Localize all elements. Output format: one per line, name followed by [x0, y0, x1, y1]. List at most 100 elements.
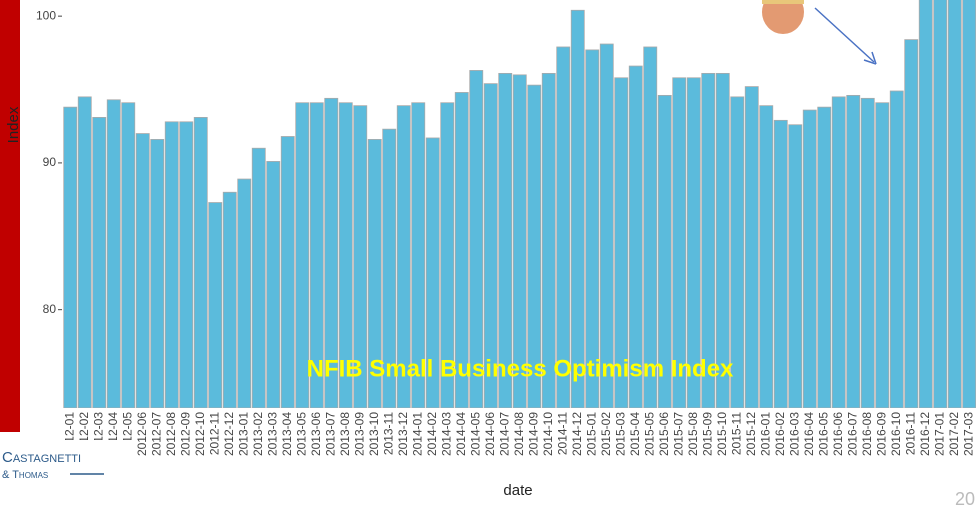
bar	[773, 119, 788, 408]
bar	[208, 202, 223, 408]
bar	[266, 161, 281, 408]
x-tick-label: 2013-02	[251, 412, 265, 456]
bar	[585, 49, 600, 408]
x-tick-label: 2013-04	[280, 412, 294, 456]
bar	[860, 97, 875, 408]
x-tick-label: 2012-06	[135, 412, 149, 456]
x-tick-label: 2012-07	[149, 412, 163, 456]
bar	[875, 102, 890, 408]
overlay-title: NFIB Small Business Optimism Index	[307, 355, 734, 382]
x-tick-label: 2017-03	[961, 412, 975, 456]
bar	[353, 105, 368, 408]
x-tick-label: 2014-01	[410, 412, 424, 456]
bar	[179, 121, 194, 408]
bar	[512, 74, 527, 408]
bar	[672, 77, 687, 408]
x-tick-label: 2012-09	[178, 412, 192, 456]
bar	[889, 90, 904, 408]
x-tick-label: 2016-03	[787, 412, 801, 456]
bar	[962, 0, 976, 408]
bar	[338, 102, 353, 408]
logo-line2: & Thomas	[2, 469, 48, 481]
x-tick-label: 2015-07	[671, 412, 685, 456]
y-tick-label: 80	[43, 302, 57, 316]
bar	[715, 72, 730, 408]
x-tick-label: 2015-06	[657, 412, 671, 456]
bar	[541, 72, 556, 408]
y-tick-label: 90	[43, 155, 57, 169]
x-tick-label: 2012-08	[164, 412, 178, 456]
bar	[135, 133, 150, 408]
x-tick-label: 2014-04	[454, 412, 468, 456]
x-tick-label: 2016-07	[845, 412, 859, 456]
bar	[527, 84, 542, 408]
x-tick-label: 2014-12	[570, 412, 584, 456]
bar	[63, 106, 78, 408]
bar	[730, 96, 745, 408]
bar	[701, 72, 716, 408]
bar	[599, 43, 614, 408]
bar	[933, 0, 948, 408]
bar	[193, 117, 208, 408]
bar	[150, 139, 165, 408]
bar	[846, 94, 861, 408]
x-tick-label: 2014-08	[512, 412, 526, 456]
x-tick-label: 2014-03	[439, 412, 453, 456]
bar	[309, 102, 324, 408]
x-tick-label: 2017-01	[932, 412, 946, 456]
x-tick-label: 2016-04	[802, 412, 816, 456]
x-tick-label: 2016-02	[773, 412, 787, 456]
x-tick-label: 2014-10	[541, 412, 555, 456]
bar	[947, 0, 962, 408]
x-tick-label: 2014-06	[483, 412, 497, 456]
x-tick-label: 2014-05	[468, 412, 482, 456]
bar	[759, 105, 774, 408]
bar	[382, 128, 397, 408]
accent-strip	[0, 0, 20, 432]
logo: Castagnetti & Thomas	[0, 440, 136, 482]
bar	[498, 72, 513, 408]
bar	[918, 0, 933, 408]
x-tick-label: 2016-06	[831, 412, 845, 456]
x-tick-label: 2012-10	[193, 412, 207, 456]
x-tick-label: 2015-08	[686, 412, 700, 456]
page-number: 20	[955, 489, 975, 508]
x-tick-label: 2013-01	[236, 412, 250, 456]
bar	[556, 46, 571, 408]
bar	[164, 121, 179, 408]
x-axis-label: date	[503, 482, 532, 499]
bar	[367, 139, 382, 408]
x-tick-label: 2013-09	[352, 412, 366, 456]
x-tick-label: 2014-02	[425, 412, 439, 456]
bar	[628, 65, 643, 408]
x-tick-label: 2015-05	[642, 412, 656, 456]
bar	[831, 96, 846, 408]
x-tick-label: 2015-03	[613, 412, 627, 456]
x-tick-label: 2013-10	[367, 412, 381, 456]
x-tick-label: 2012-11	[207, 412, 221, 455]
x-tick-label: 2013-05	[294, 412, 308, 456]
x-tick-label: 2013-03	[265, 412, 279, 456]
logo-line1: Castagnetti	[2, 449, 81, 466]
bar	[817, 106, 832, 408]
x-tick-label: 2016-10	[889, 412, 903, 456]
x-tick-label: 2017-02	[947, 412, 961, 456]
bar	[788, 124, 803, 408]
y-axis-label: Index	[5, 106, 22, 143]
x-tick-label: 2013-08	[338, 412, 352, 456]
bar	[904, 39, 919, 408]
bar	[425, 137, 440, 408]
x-tick-label: 2013-12	[396, 412, 410, 456]
x-tick-label: 2013-06	[309, 412, 323, 456]
x-tick-label: 2016-08	[860, 412, 874, 456]
y-tick-label: 100	[36, 8, 56, 22]
x-tick-label: 2013-07	[323, 412, 337, 456]
bar	[295, 102, 310, 408]
x-tick-label: 2014-11	[555, 412, 569, 455]
bar	[744, 86, 759, 408]
bar	[324, 97, 339, 408]
bar	[92, 117, 107, 408]
x-tick-label: 2016-11	[903, 412, 917, 455]
bar	[77, 96, 92, 408]
